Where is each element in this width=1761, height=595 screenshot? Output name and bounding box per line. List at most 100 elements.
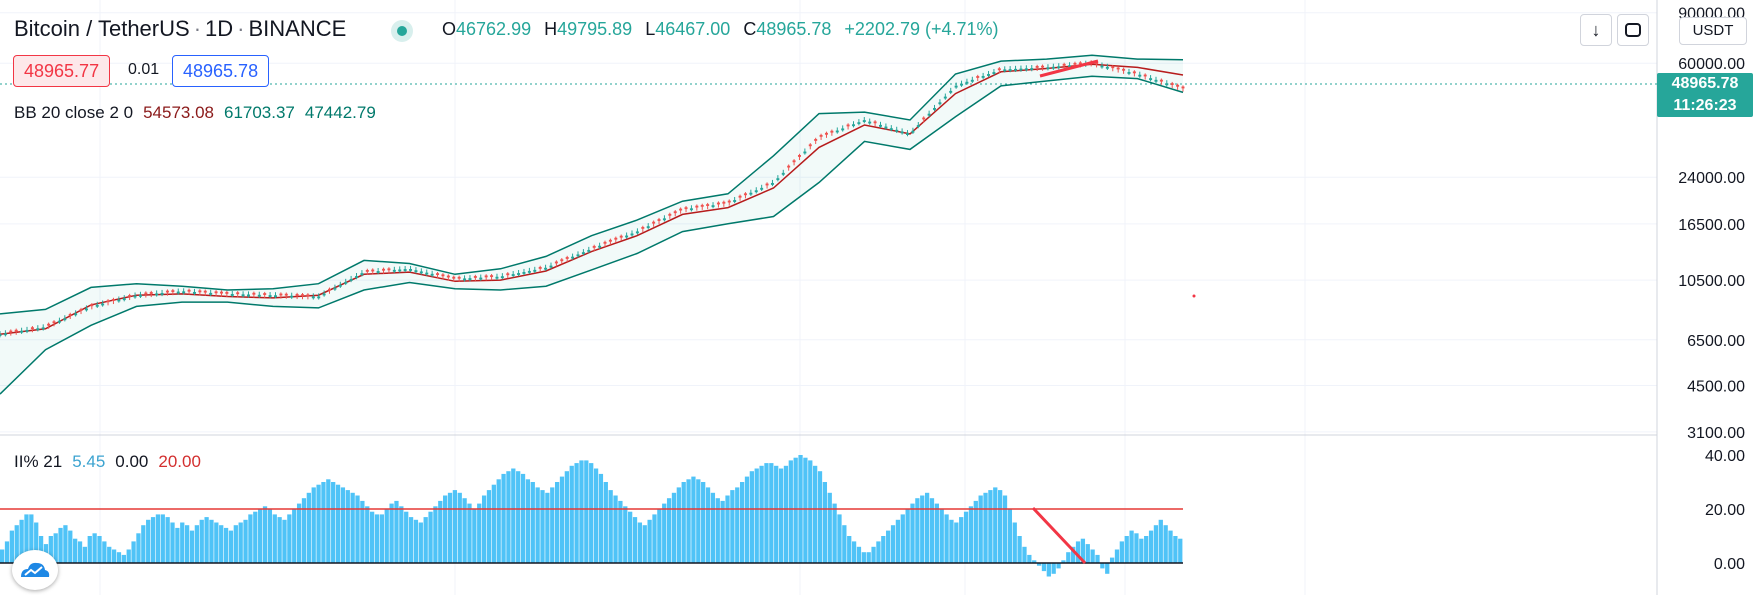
ii-bar (384, 509, 389, 563)
candle-body (943, 96, 947, 99)
ii-bar (813, 465, 818, 563)
candle-body (803, 151, 807, 154)
candle-body (20, 330, 24, 333)
ohlc-readout: O46762.99 H49795.89 L46467.00 C48965.78 … (442, 19, 1007, 40)
ii-bar (613, 495, 618, 563)
ii-bar (267, 509, 273, 563)
high-label: H (544, 19, 558, 39)
candle-body (149, 292, 153, 294)
bb-upper-line (0, 54, 1184, 315)
candle-body (349, 278, 353, 281)
candle-body (868, 121, 872, 124)
ii-bar (730, 490, 735, 563)
ii-bar (1036, 563, 1042, 566)
ii-bar (1129, 530, 1134, 563)
candle-body (544, 267, 548, 270)
bb-legend[interactable]: BB 20 close 2 0 54573.08 61703.37 47442.79 (14, 103, 386, 123)
ii-bar (1075, 541, 1081, 563)
interval-label[interactable]: 1D (205, 16, 234, 41)
candle-body (1116, 67, 1120, 70)
ii-bar (642, 525, 647, 563)
ii-bar (116, 552, 122, 563)
ii-bar (306, 492, 311, 563)
ii-bar (413, 519, 419, 563)
candle-body (625, 235, 629, 238)
sell-button[interactable]: 48965.77 (13, 55, 111, 87)
ii-bar (428, 511, 433, 563)
candle-body (176, 291, 180, 294)
ii-bar (1114, 549, 1120, 563)
fullscreen-glyph (1625, 23, 1641, 37)
candle-body (895, 129, 899, 132)
candle-body (619, 235, 623, 238)
ii-bar (905, 509, 910, 563)
candle-body (436, 273, 440, 276)
bb-legend-label[interactable]: BB 20 close 2 0 (14, 103, 134, 122)
buy-button[interactable]: 48965.78 (172, 55, 270, 87)
ii-bar (1148, 530, 1154, 563)
candle-body (873, 121, 877, 124)
candle-body (1132, 71, 1136, 74)
ii-bar (228, 530, 234, 563)
ii-bar (720, 500, 725, 563)
candle-body (689, 208, 693, 211)
candle-body (1073, 62, 1077, 65)
ii-bar (68, 530, 73, 563)
candle-body (565, 257, 569, 259)
candle-body (279, 293, 283, 296)
candle-body (641, 226, 645, 229)
candle-body (192, 291, 196, 294)
fullscreen-icon[interactable] (1617, 14, 1649, 46)
ii-bar (77, 541, 83, 563)
symbol-header[interactable]: Bitcoin / TetherUS · 1D · BINANCE (14, 16, 347, 41)
ii-bar (165, 517, 170, 563)
currency-selector[interactable]: USDT (1679, 17, 1747, 45)
ii-bar (29, 514, 34, 563)
candle-body (1105, 66, 1109, 69)
open-value: 46762.99 (456, 19, 532, 39)
candle-body (706, 204, 710, 206)
candle-body (592, 245, 596, 248)
ii-level-value: 20.00 (158, 452, 201, 471)
candle-body (916, 125, 920, 127)
candle-body (284, 293, 288, 296)
tradingview-logo-icon[interactable] (12, 550, 58, 590)
ii-bar (847, 536, 852, 563)
candle-body (392, 269, 396, 272)
ii-bar (443, 495, 448, 563)
ii-bar (423, 517, 428, 563)
candle-body (382, 268, 386, 271)
ii-bar (1119, 541, 1124, 563)
candle-body (635, 231, 639, 234)
ii-bar (19, 519, 24, 563)
candle-body (749, 192, 753, 195)
candle-body (1068, 65, 1072, 68)
ii-bar (97, 536, 102, 563)
ii-bar (214, 522, 219, 563)
close-label: C (743, 19, 757, 39)
market-status-icon[interactable] (391, 20, 413, 42)
candle-body (311, 296, 315, 299)
ii-bar (949, 519, 954, 563)
candle-body (814, 139, 818, 141)
ii-legend[interactable]: II% 21 5.45 0.00 20.00 (14, 452, 201, 472)
ii-legend-label[interactable]: II% 21 (14, 452, 63, 471)
candle-body (733, 200, 737, 202)
candle-body (700, 204, 704, 207)
candle-body (263, 293, 267, 295)
ii-bar (832, 503, 837, 563)
candle-body (52, 321, 56, 324)
ii-bar (520, 473, 526, 563)
arrow-down-icon[interactable]: ↓ (1580, 14, 1612, 46)
bb-fill (0, 55, 1183, 395)
candle-body (684, 207, 688, 210)
bb-middle-value: 54573.08 (143, 103, 214, 122)
candle-body (1019, 68, 1023, 71)
symbol-name[interactable]: Bitcoin / TetherUS (14, 16, 190, 41)
ii-bar (618, 500, 623, 563)
ii-bar (963, 511, 969, 563)
candle-body (1111, 66, 1115, 69)
ii-bar (866, 552, 871, 563)
candle-body (403, 269, 407, 271)
